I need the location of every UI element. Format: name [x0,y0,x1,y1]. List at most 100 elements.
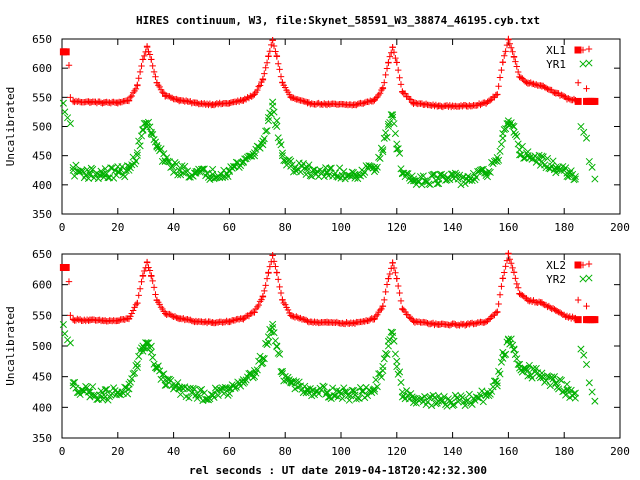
data-point [142,339,150,347]
data-point [435,180,443,188]
data-point [184,316,191,323]
data-point [253,366,261,374]
data-point [458,173,466,181]
data-point [262,64,269,71]
data-point [263,275,271,282]
data-point [387,328,395,336]
data-point [393,59,400,66]
chart-title: HIRES continuum, W3, file:Skynet_58591_W… [136,14,540,27]
data-point [518,142,526,150]
data-point [499,58,507,66]
data-point [383,133,391,141]
data-point [403,387,411,395]
data-point [141,267,148,275]
data-point [496,74,504,81]
data-point [138,62,145,70]
y-tick-label: 450 [32,371,52,384]
x-tick-label: 40 [167,221,180,234]
data-point [555,385,563,393]
data-point [386,118,394,127]
data-point [240,316,247,323]
data-point [143,345,151,353]
y-tick-label: 500 [32,340,52,353]
data-point [497,140,505,148]
data-point [547,304,554,312]
y-tick-label: 650 [32,248,52,261]
x-tick-label: 180 [554,445,574,458]
data-point [136,68,144,76]
data-point [585,157,593,166]
data-point [473,320,480,327]
data-point [432,320,440,327]
data-point [136,142,144,150]
data-point [139,56,147,63]
data-point [127,313,134,320]
y-tick-label: 550 [32,309,52,322]
data-point [376,90,384,97]
x-tick-label: 180 [554,221,574,234]
data-point [149,62,156,70]
data-point [399,88,406,96]
upper-plot-panel: 350 400 450 500 550 600 650 0 20 40 60 80 100 120 140 1… [4,33,630,234]
data-point [408,172,416,180]
data-point [507,44,515,52]
data-point [433,399,441,407]
data-point [282,301,289,308]
data-point [409,399,418,407]
data-point [270,258,278,265]
data-point [408,315,416,323]
data-point [563,312,571,320]
data-point [326,164,334,173]
data-point [127,93,134,101]
data-point [391,350,399,358]
data-point [468,102,476,110]
data-point [65,62,73,69]
data-point [301,382,309,390]
data-point [170,168,178,176]
data-point [220,390,228,398]
data-point [546,382,554,390]
data-point [591,316,599,324]
data-point [461,402,469,410]
y-tick-label: 600 [32,279,52,292]
data-point [347,172,355,181]
data-point [386,53,394,60]
data-point [235,98,243,105]
data-point [485,316,493,323]
data-point [143,258,151,266]
legend-marker [585,59,593,67]
data-point [430,170,439,178]
data-point [390,120,398,128]
data-point [64,114,72,122]
data-point [570,390,578,398]
data-point [125,97,133,105]
data-point [263,59,271,66]
y-axis-label: Uncalibrated [4,306,17,385]
data-point [323,389,331,397]
data-point [544,303,551,311]
data-point [562,391,570,399]
data-point [510,269,518,276]
legend-marker [574,261,582,269]
data-point [495,156,503,164]
data-point [264,117,273,125]
data-point [496,147,504,155]
data-point [513,132,521,140]
data-point [343,319,350,326]
data-point [492,377,500,385]
data-point [397,378,405,386]
data-point [557,376,565,384]
data-point [383,65,391,72]
data-point [89,383,97,391]
legend-marker [585,274,593,282]
x-tick-label: 160 [498,221,518,234]
data-point [139,272,147,280]
data-point [259,75,267,83]
data-point [264,113,273,122]
data-point [422,319,430,326]
data-point [257,360,266,368]
data-point [163,92,170,99]
data-point [481,319,488,326]
data-point [382,129,390,137]
data-point [157,304,165,311]
